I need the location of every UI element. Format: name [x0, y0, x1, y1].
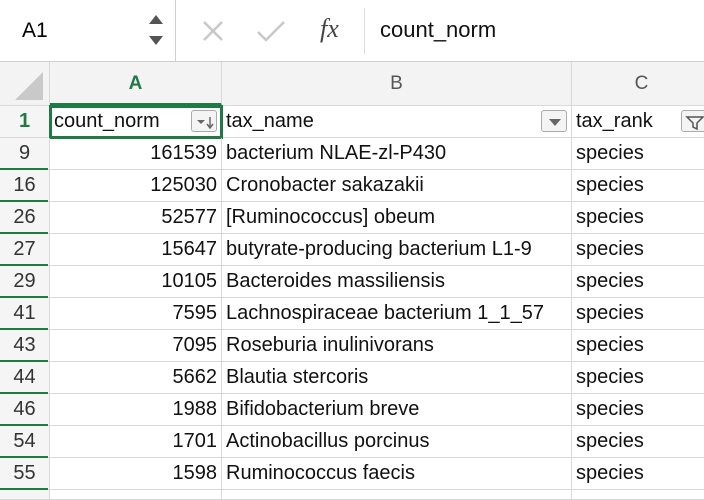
data-cell[interactable]: Lachnospiraceae bacterium 1_1_57 [222, 298, 572, 330]
data-cell[interactable]: species [572, 266, 704, 298]
row-number[interactable]: 1 [0, 106, 50, 138]
filtered-row-indicator [0, 328, 48, 331]
row-number[interactable]: 54 [0, 426, 50, 458]
filter-button[interactable] [191, 110, 217, 132]
data-cell[interactable]: Cronobacter sakazakii [222, 170, 572, 202]
filtered-row-indicator [0, 200, 48, 203]
row-number[interactable]: 44 [0, 362, 50, 394]
row-number[interactable]: 16 [0, 170, 50, 202]
filtered-row-indicator [0, 360, 48, 363]
header-cell[interactable]: tax_rank [572, 106, 704, 138]
data-cell[interactable]: species [572, 394, 704, 426]
filtered-row-indicator [0, 424, 48, 427]
column-header[interactable]: A [50, 62, 222, 106]
data-cell[interactable]: Ruminococcus faecis [222, 458, 572, 490]
filter-button[interactable] [541, 110, 567, 132]
header-cell[interactable]: tax_name [222, 106, 572, 138]
filtered-row-indicator [0, 392, 48, 395]
name-box-stepper[interactable] [146, 12, 166, 48]
data-cell[interactable]: species [572, 170, 704, 202]
formula-content: count_norm [380, 17, 497, 42]
filtered-row-indicator [0, 296, 48, 299]
data-cell[interactable]: bacterium NLAE-zl-P430 [222, 138, 572, 170]
row-number[interactable]: 43 [0, 330, 50, 362]
data-cell[interactable]: 5662 [50, 362, 222, 394]
data-cell[interactable]: 7095 [50, 330, 222, 362]
formula-bar: A1 fx count_norm [0, 0, 704, 62]
column-header[interactable]: B [222, 62, 572, 106]
data-cell[interactable]: 52577 [50, 202, 222, 234]
header-text: tax_name [226, 110, 314, 132]
data-cell[interactable]: Bifidobacterium breve [222, 394, 572, 426]
filter-icon [685, 116, 704, 131]
header-text: count_norm [54, 110, 160, 132]
data-cell[interactable]: 1598 [50, 458, 222, 490]
data-cell[interactable]: Bacteroides massiliensis [222, 266, 572, 298]
data-cell[interactable]: 161539 [50, 138, 222, 170]
data-cell[interactable]: species [572, 330, 704, 362]
data-cell[interactable]: species [572, 426, 704, 458]
data-cell [222, 490, 572, 500]
filtered-row-indicator [0, 168, 48, 171]
data-cell[interactable]: 1988 [50, 394, 222, 426]
data-cell[interactable]: species [572, 458, 704, 490]
data-cell[interactable]: species [572, 202, 704, 234]
function-icon: fx [320, 14, 339, 43]
row-number[interactable]: 55 [0, 458, 50, 490]
filtered-row-indicator [0, 488, 48, 491]
filter-button[interactable] [681, 110, 704, 132]
column-header[interactable]: C [572, 62, 704, 106]
row-number[interactable]: 9 [0, 138, 50, 170]
name-box[interactable]: A1 [0, 0, 176, 62]
name-box-text: A1 [22, 19, 48, 42]
row-number[interactable]: 29 [0, 266, 50, 298]
data-cell[interactable]: 125030 [50, 170, 222, 202]
header-text: tax_rank [576, 110, 653, 132]
data-cell[interactable]: butyrate-producing bacterium L1-9 [222, 234, 572, 266]
row-number[interactable]: 26 [0, 202, 50, 234]
filtered-row-indicator [0, 264, 48, 267]
select-all-corner[interactable] [0, 62, 50, 106]
data-cell[interactable]: species [572, 362, 704, 394]
data-cell [572, 490, 704, 500]
data-cell[interactable]: 10105 [50, 266, 222, 298]
data-cell[interactable]: [Ruminococcus] obeum [222, 202, 572, 234]
filtered-row-indicator [0, 456, 48, 459]
row-number[interactable]: 46 [0, 394, 50, 426]
row-number[interactable]: 27 [0, 234, 50, 266]
row-number[interactable]: 41 [0, 298, 50, 330]
filter-icon [197, 117, 214, 130]
filtered-row-indicator [0, 232, 48, 235]
selected-cell-border [49, 105, 223, 139]
data-cell[interactable]: Roseburia inulinivorans [222, 330, 572, 362]
data-cell[interactable]: species [572, 234, 704, 266]
data-cell[interactable]: Actinobacillus porcinus [222, 426, 572, 458]
data-cell [50, 490, 222, 500]
filter-icon [549, 119, 561, 126]
data-cell[interactable]: species [572, 298, 704, 330]
corner-triangle [14, 72, 43, 100]
data-cell[interactable]: 7595 [50, 298, 222, 330]
divider [364, 8, 365, 54]
data-cell[interactable]: 15647 [50, 234, 222, 266]
data-cell[interactable]: species [572, 138, 704, 170]
row-number [0, 490, 50, 500]
data-cell[interactable]: 1701 [50, 426, 222, 458]
cancel-confirm-icons [203, 21, 285, 42]
data-cell[interactable]: Blautia stercoris [222, 362, 572, 394]
